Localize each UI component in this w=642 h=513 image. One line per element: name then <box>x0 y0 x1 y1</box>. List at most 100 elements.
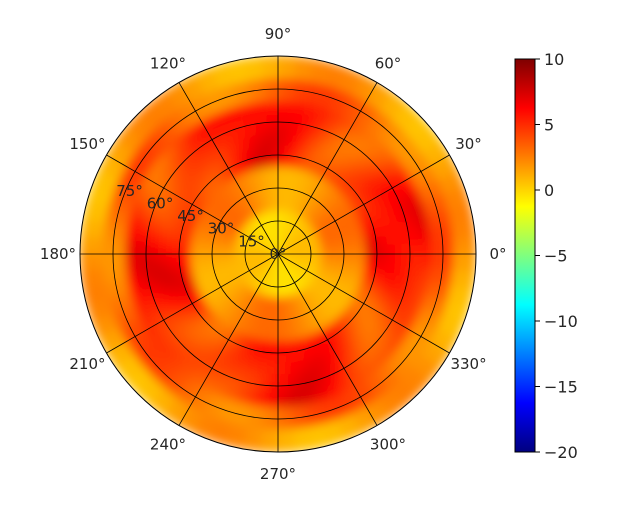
angular-grid-line <box>277 154 450 255</box>
heatmap-cell <box>262 406 279 420</box>
heatmap-cell <box>145 253 159 267</box>
heatmap-cell <box>463 236 476 255</box>
heatmap-cell <box>397 241 411 255</box>
heatmap-cell <box>277 88 294 102</box>
colorbar-tick-label: 5 <box>544 116 554 135</box>
angular-tick-labels: 0° 30° 60° 90° 120° 150° 180° 210° 240° 270° 300° 3… <box>40 25 507 483</box>
heatmap-cell <box>277 395 293 409</box>
radial-tick-label: 15° <box>238 232 265 250</box>
heatmap-cell <box>189 245 202 255</box>
heatmap-cell <box>80 236 93 255</box>
angular-grid-line <box>106 253 279 354</box>
heatmap-cell <box>285 154 296 169</box>
colorbar-tick-label: −5 <box>544 247 568 266</box>
heatmap-cell <box>365 253 378 264</box>
heatmap-cell <box>430 253 444 270</box>
angular-tick-label: 210° <box>69 355 105 373</box>
heatmap-cell <box>408 240 422 255</box>
angular-tick-label: 180° <box>40 245 76 263</box>
radial-tick-label: 60° <box>147 194 174 212</box>
angular-tick-label: 0° <box>489 245 506 263</box>
heatmap-cell <box>363 261 378 272</box>
heatmap-cell <box>260 56 279 69</box>
heatmap-cell <box>419 253 433 269</box>
heatmap-cell <box>101 238 115 255</box>
heatmap-cell <box>277 110 292 124</box>
angular-tick-label: 120° <box>150 54 186 72</box>
colorbar: 10 5 0 −5 −10 −15 −20 <box>514 50 578 462</box>
heatmap-cell <box>112 253 126 270</box>
heatmap-cell <box>267 143 279 157</box>
angular-tick-label: 330° <box>450 355 486 373</box>
colorbar-gradient <box>514 58 536 453</box>
heatmap-cell <box>321 253 334 260</box>
heatmap-cell <box>260 439 279 452</box>
heatmap-cell <box>332 253 345 261</box>
heatmap-cell <box>271 308 279 321</box>
angular-grid-line <box>277 253 378 426</box>
heatmap-cell <box>463 253 476 272</box>
heatmap-cell <box>101 253 115 270</box>
heatmap-cell <box>156 253 170 266</box>
heatmap-cell <box>452 237 466 255</box>
polar-grid <box>79 55 477 453</box>
heatmap-cell <box>277 351 289 365</box>
heatmap-cell <box>277 362 290 376</box>
heatmap-cell <box>452 253 466 271</box>
radial-tick-label: 45° <box>177 207 204 225</box>
heatmap-cell <box>277 132 290 146</box>
heatmap-cell <box>277 406 294 420</box>
heatmap-cell <box>178 236 193 247</box>
angular-tick-label: 270° <box>260 465 296 483</box>
heatmap-cell <box>265 373 279 387</box>
heatmap-cell <box>256 361 270 376</box>
heatmap-cell <box>430 238 444 255</box>
heatmap-cell <box>266 132 279 146</box>
heatmap-cell <box>264 110 279 124</box>
heatmap-cell <box>90 237 104 255</box>
angular-grid-line <box>277 82 378 255</box>
angular-grid-line <box>178 82 279 255</box>
heatmap-cell <box>134 253 148 268</box>
heatmap-cell <box>277 439 296 452</box>
radial-tick-label: 0° <box>269 245 286 263</box>
heatmap-cell <box>262 88 279 102</box>
angular-tick-label: 300° <box>370 436 406 454</box>
heatmap-cell <box>167 253 181 265</box>
heatmap-cell <box>262 417 279 431</box>
heatmap-cell <box>123 239 137 255</box>
heatmap-cell <box>263 395 279 409</box>
heatmap-cell <box>343 253 356 262</box>
heatmap-cell <box>167 234 182 247</box>
heatmap-surface <box>80 56 476 452</box>
heatmap-cell <box>167 243 181 255</box>
heatmap-cell <box>277 143 289 157</box>
heatmap-cell <box>386 242 400 255</box>
heatmap-cell <box>134 240 148 255</box>
heatmap-cell <box>277 56 296 69</box>
heatmap-cell <box>277 66 295 80</box>
heatmap-cell <box>285 143 298 158</box>
heatmap-cell <box>419 239 433 255</box>
heatmap-cell <box>222 248 235 255</box>
heatmap-cell <box>268 341 279 354</box>
colorbar-tick-label: 10 <box>544 50 564 69</box>
heatmap-cell <box>264 384 279 398</box>
heatmap-cell <box>277 121 291 135</box>
radial-tick-labels: 0°15°30°45°60°75° <box>116 182 286 263</box>
colorbar-ticks: 10 5 0 −5 −10 −15 −20 <box>535 50 578 462</box>
heatmap-cell <box>310 253 323 259</box>
heatmap-cell <box>397 253 411 267</box>
heatmap-cell <box>277 417 294 431</box>
heatmap-cell <box>80 253 93 272</box>
angular-tick-label: 240° <box>150 436 186 454</box>
heatmap-cell <box>354 253 367 263</box>
heatmap-cell <box>263 99 279 113</box>
heatmap-cell <box>277 99 293 113</box>
heatmap-cell <box>178 244 191 255</box>
heatmap-cell <box>374 261 389 274</box>
angular-tick-label: 60° <box>375 54 402 72</box>
heatmap-cell <box>375 243 389 255</box>
heatmap-cell <box>211 247 224 255</box>
